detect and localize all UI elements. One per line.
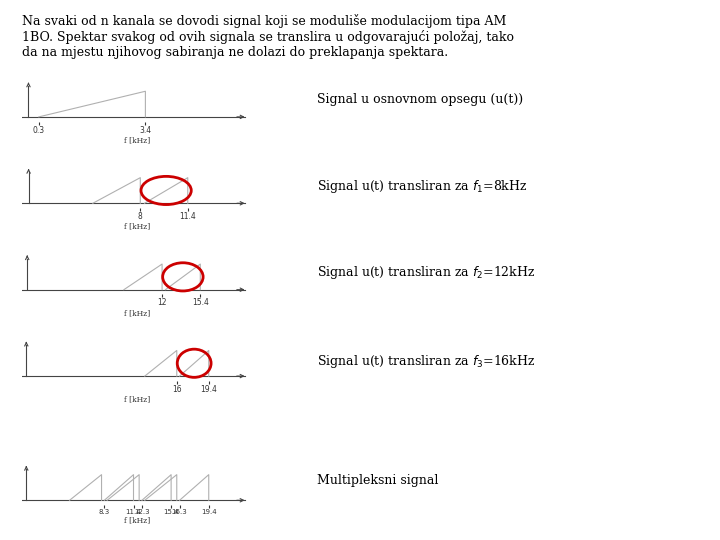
X-axis label: f [kHz]: f [kHz] xyxy=(124,136,150,144)
Text: Signal u osnovnom opsegu (u(t)): Signal u osnovnom opsegu (u(t)) xyxy=(317,93,523,106)
X-axis label: f [kHz]: f [kHz] xyxy=(124,395,150,403)
Text: Signal u(t) transliran za $f_3$=16kHz: Signal u(t) transliran za $f_3$=16kHz xyxy=(317,353,535,370)
X-axis label: f [kHz]: f [kHz] xyxy=(124,309,150,317)
Text: Signal u(t) transliran za $f_1$=8kHz: Signal u(t) transliran za $f_1$=8kHz xyxy=(317,178,527,195)
Text: Signal u(t) transliran za $f_2$=12kHz: Signal u(t) transliran za $f_2$=12kHz xyxy=(317,264,535,281)
X-axis label: f [kHz]: f [kHz] xyxy=(124,222,150,231)
X-axis label: f [kHz]: f [kHz] xyxy=(124,516,150,524)
Text: Na svaki od n kanala se dovodi signal koji se moduliše modulacijom tipa AM
1BO. : Na svaki od n kanala se dovodi signal ko… xyxy=(22,14,513,59)
Text: Multipleksni signal: Multipleksni signal xyxy=(317,474,438,487)
